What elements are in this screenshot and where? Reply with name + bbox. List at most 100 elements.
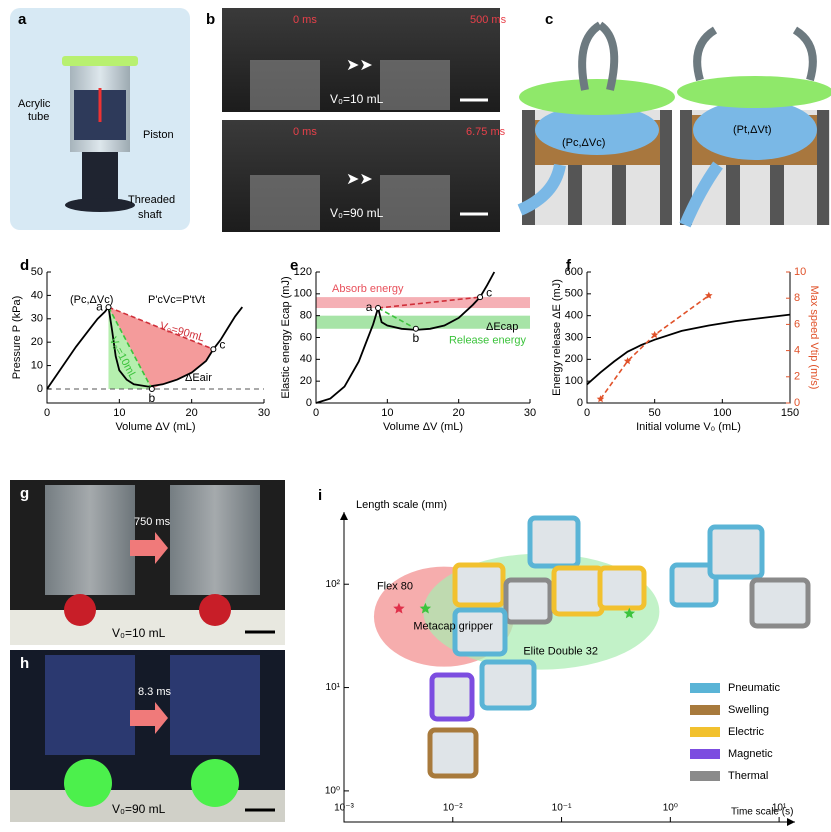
- point: [419, 602, 432, 614]
- x-axis-label: Time scale (s): [731, 807, 793, 818]
- ball: [191, 759, 239, 807]
- series-line: [108, 306, 214, 350]
- x-tick-label: 0: [584, 407, 590, 419]
- y-tick-label: 20: [31, 336, 43, 348]
- label: shaft: [138, 209, 162, 221]
- annotation: (Pc,ΔVc): [70, 294, 113, 306]
- point: [375, 305, 382, 312]
- panel-label: f: [566, 257, 572, 274]
- x-tick-label: 0: [44, 407, 50, 419]
- arrow: [130, 702, 168, 734]
- region: [108, 307, 214, 389]
- y2-tick-label: 8: [794, 292, 800, 304]
- legend-label: Swelling: [728, 704, 769, 716]
- cap: [62, 56, 138, 66]
- base: [65, 198, 135, 212]
- state-label: (Pc,ΔVc): [562, 137, 605, 149]
- legend-label: Thermal: [728, 770, 768, 782]
- y-tick-label: 120: [294, 266, 312, 278]
- x-tick-label: 100: [713, 407, 731, 419]
- photo-tile: [551, 565, 605, 617]
- table: [10, 610, 285, 645]
- legend-swatch: [690, 771, 720, 781]
- y-tick-label: 10¹: [326, 682, 341, 693]
- series-line: [378, 296, 481, 309]
- tube: [170, 485, 260, 595]
- tube: [170, 655, 260, 755]
- volume-label: V₀=90 mL: [330, 206, 384, 220]
- volume-label: V₀=10 mL: [112, 626, 166, 640]
- time-label: 6.75 ms: [466, 126, 506, 138]
- tube: [45, 655, 135, 755]
- photo-tile: [429, 672, 475, 722]
- y-axis-label: Length scale (mm): [356, 499, 447, 511]
- photo-tile: [479, 659, 537, 711]
- y-tick-label: 30: [31, 313, 43, 325]
- band: [316, 297, 530, 309]
- point: [210, 346, 217, 353]
- gripper: [250, 175, 320, 230]
- x-tick-label: 150: [781, 407, 799, 419]
- series-line: [46, 304, 244, 390]
- y-tick-label: 100: [294, 288, 312, 300]
- y-tick-label: 500: [565, 288, 583, 300]
- volume-label: V₀=90 mL: [112, 802, 166, 816]
- table: [10, 790, 285, 822]
- y2-tick-label: 6: [794, 318, 800, 330]
- point: [623, 607, 636, 619]
- y-tick-label: 10: [31, 359, 43, 371]
- y-tick-label: 20: [300, 375, 312, 387]
- band-label: Release energy: [449, 335, 527, 347]
- photo-tile: [452, 607, 508, 657]
- y-tick-label: 80: [300, 310, 312, 322]
- time-label: 500 ms: [470, 14, 507, 26]
- point: [477, 294, 484, 301]
- y-tick-label: 60: [300, 331, 312, 343]
- arrow: [130, 532, 168, 564]
- label: Acrylic: [18, 98, 51, 110]
- band: [316, 315, 530, 329]
- x-tick-label: 20: [186, 407, 198, 419]
- legend-swatch: [690, 749, 720, 759]
- point: [148, 385, 155, 392]
- legend-swatch: [690, 683, 720, 693]
- y-tick-label: 0: [37, 383, 43, 395]
- y-tick-label: 600: [565, 266, 583, 278]
- time-label: 0 ms: [293, 14, 317, 26]
- point: [705, 291, 713, 299]
- time-label: 750 ms: [134, 516, 171, 528]
- label: tube: [28, 111, 49, 123]
- schematic-right: [677, 26, 831, 228]
- gripper: [380, 175, 450, 230]
- state-label: (Pt,ΔVt): [733, 124, 772, 136]
- photo-tile: [527, 515, 581, 569]
- point-label: a: [96, 299, 103, 313]
- y-tick-label: 10⁰: [325, 786, 340, 797]
- x-tick-label: 10¹: [772, 803, 787, 814]
- x-tick-label: 30: [258, 407, 270, 419]
- axis: [586, 272, 791, 404]
- y-tick-label: 400: [565, 310, 583, 322]
- time-label: 8.3 ms: [138, 686, 172, 698]
- legend-label: Pneumatic: [728, 682, 780, 694]
- ball: [64, 759, 112, 807]
- series-label: Metacap gripper: [413, 621, 493, 633]
- x-tick-label: 50: [649, 407, 661, 419]
- photo-tile: [597, 565, 647, 611]
- y-tick-label: 0: [577, 397, 583, 409]
- arrow: ➤➤: [346, 57, 373, 74]
- y-tick-label: 200: [565, 353, 583, 365]
- x-tick-label: 10⁻³: [334, 803, 354, 814]
- x-tick-label: 0: [313, 407, 319, 419]
- point: [412, 325, 419, 332]
- y2-tick-label: 0: [794, 397, 800, 409]
- x-axis-label: Volume ΔV (mL): [383, 421, 463, 433]
- legend-label: Magnetic: [728, 748, 773, 760]
- gripper: [250, 60, 320, 110]
- panel-label: c: [545, 11, 553, 28]
- point: [650, 330, 659, 339]
- x-tick-label: 10⁻²: [443, 803, 463, 814]
- strawberry: [199, 594, 231, 626]
- photo-tile: [669, 562, 719, 608]
- schematic-left: [517, 21, 675, 225]
